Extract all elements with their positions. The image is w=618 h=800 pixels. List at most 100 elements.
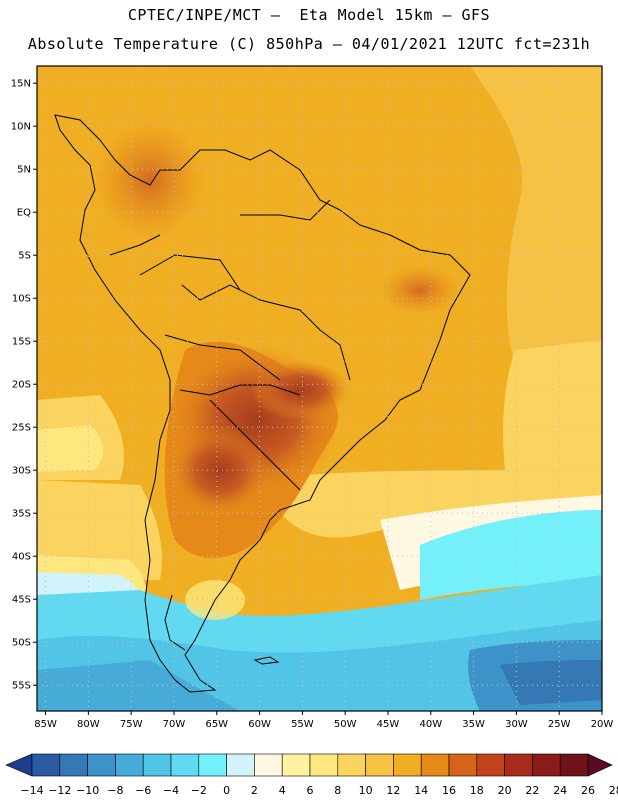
field-blue-sw [37, 660, 240, 711]
field-blue-core [500, 660, 602, 705]
field-atlantic-warm [470, 66, 602, 380]
border-line-7 [240, 199, 331, 221]
color-scale-label: 20 [498, 784, 512, 797]
continent-outline [54, 114, 471, 693]
color-scale-label: 12 [386, 784, 400, 797]
color-scale-box [198, 753, 227, 777]
color-scale-box [281, 753, 311, 777]
color-scale: −14 −12 −10 −8 −6 −4 −2 0 2 4 6 8 10 12 14 16 18 20 22 24 26… [5, 753, 618, 797]
lat-tick-label: 50S [12, 638, 31, 649]
color-scale-min-triangle [5, 753, 33, 777]
color-scale-label: −12 [48, 784, 71, 797]
lat-tick-label: 15S [12, 337, 31, 348]
color-scale-box [504, 753, 533, 777]
color-scale-label: −4 [163, 784, 179, 797]
color-scale-box [337, 753, 366, 777]
color-scale-label: 6 [307, 784, 314, 797]
color-scale-label: −14 [20, 784, 43, 797]
color-scale-box [393, 753, 422, 777]
field-cyan-east [420, 510, 602, 600]
field-pacific-cool [37, 425, 104, 472]
color-scale-box [559, 753, 589, 777]
lat-tick-label: 35S [12, 509, 31, 520]
lon-tick-label: 50W [334, 719, 357, 730]
color-scale-box [115, 753, 144, 777]
lon-tick-label: 80W [77, 719, 100, 730]
lon-tick-label: 30W [505, 719, 528, 730]
lat-tick-label: 25S [12, 423, 31, 434]
color-scale-label: −6 [135, 784, 151, 797]
field-hotspot-south-brazil [250, 360, 350, 420]
color-scale-box [476, 753, 505, 777]
border-line-4 [179, 384, 301, 396]
color-scale-box [31, 753, 61, 777]
color-scale-label: −2 [191, 784, 207, 797]
temperature-field [37, 66, 602, 711]
lat-tick-label: 10S [12, 294, 31, 305]
color-scale-box [170, 753, 200, 777]
color-scale-label: −10 [76, 784, 99, 797]
lat-tick-label: 40S [12, 552, 31, 563]
field-south-pacific-yellow [37, 480, 162, 580]
longitude-axis: 85W 80W 75W 70W 65W 60W 55W 50W 45W 40W 35W 30W 25W 2… [34, 711, 613, 730]
color-scale-box [309, 753, 339, 777]
color-scale-bar [5, 753, 613, 777]
field-hotspot-pampas [170, 425, 270, 515]
temperature-map: 15N 10N 5N EQ 5S 10S 15S 20S 25S 30S 35S 40S 45S 50S 5… [11, 65, 613, 730]
color-scale-label: 22 [525, 784, 539, 797]
lon-tick-label: 55W [291, 719, 314, 730]
color-scale-box [365, 753, 394, 777]
color-scale-label: 26 [581, 784, 595, 797]
graticule [37, 66, 602, 711]
color-scale-label: 2 [251, 784, 258, 797]
color-scale-box [59, 753, 88, 777]
color-scale-label: 0 [223, 784, 230, 797]
color-scale-box [448, 753, 478, 777]
map-subtitle: Absolute Temperature (C) 850hPa – 04/01/… [27, 35, 591, 53]
color-scale-box [420, 753, 450, 777]
color-scale-box [532, 753, 561, 777]
lat-tick-label: 55S [12, 681, 31, 692]
border-line-1 [181, 284, 351, 381]
lon-tick-label: 65W [205, 719, 228, 730]
border-line-5 [209, 399, 301, 491]
color-scale-label: 14 [414, 784, 428, 797]
lat-tick-label: 15N [11, 79, 31, 90]
map-title: CPTEC/INPE/MCT – Eta Model 15km – GFS [127, 6, 491, 24]
lon-tick-label: 40W [419, 719, 442, 730]
lon-tick-label: 25W [548, 719, 571, 730]
lat-tick-label: 30S [12, 466, 31, 477]
color-scale-box [254, 753, 283, 777]
map-frame [36, 65, 603, 712]
border-line-3 [164, 334, 281, 381]
field-warm-northeast [380, 265, 460, 315]
lat-tick-label: EQ [17, 208, 31, 219]
color-scale-box [87, 753, 116, 777]
color-scale-label: 24 [553, 784, 567, 797]
color-scale-label: 18 [470, 784, 484, 797]
falkland-islands [253, 656, 280, 665]
lon-tick-label: 70W [163, 719, 186, 730]
border-line-6 [164, 594, 186, 651]
lon-tick-label: 45W [377, 719, 400, 730]
lon-tick-label: 75W [120, 719, 143, 730]
border-line-2 [139, 254, 241, 291]
latitude-axis: 15N 10N 5N EQ 5S 10S 15S 20S 25S 30S 35S 40S 45S 50S 5… [11, 79, 37, 692]
color-scale-label: 4 [279, 784, 286, 797]
lat-tick-label: 5N [17, 165, 31, 176]
color-scale-label: −8 [107, 784, 123, 797]
lon-tick-label: 35W [462, 719, 485, 730]
lon-tick-label: 20W [591, 719, 614, 730]
lon-tick-label: 85W [34, 719, 57, 730]
color-scale-labels: −14 −12 −10 −8 −6 −4 −2 0 2 4 6 8 10 12 14 16 18 20 22 24 26… [20, 784, 618, 797]
lon-tick-label: 60W [248, 719, 271, 730]
field-warm-north [95, 120, 205, 240]
color-scale-label: 10 [359, 784, 373, 797]
field-atlantic-mild [503, 340, 602, 470]
coastlines [54, 114, 471, 693]
border-line-8 [109, 234, 161, 256]
lat-tick-label: 20S [12, 380, 31, 391]
color-scale-label: 8 [334, 784, 341, 797]
lat-tick-label: 10N [11, 122, 31, 133]
color-scale-max-triangle [587, 753, 613, 777]
